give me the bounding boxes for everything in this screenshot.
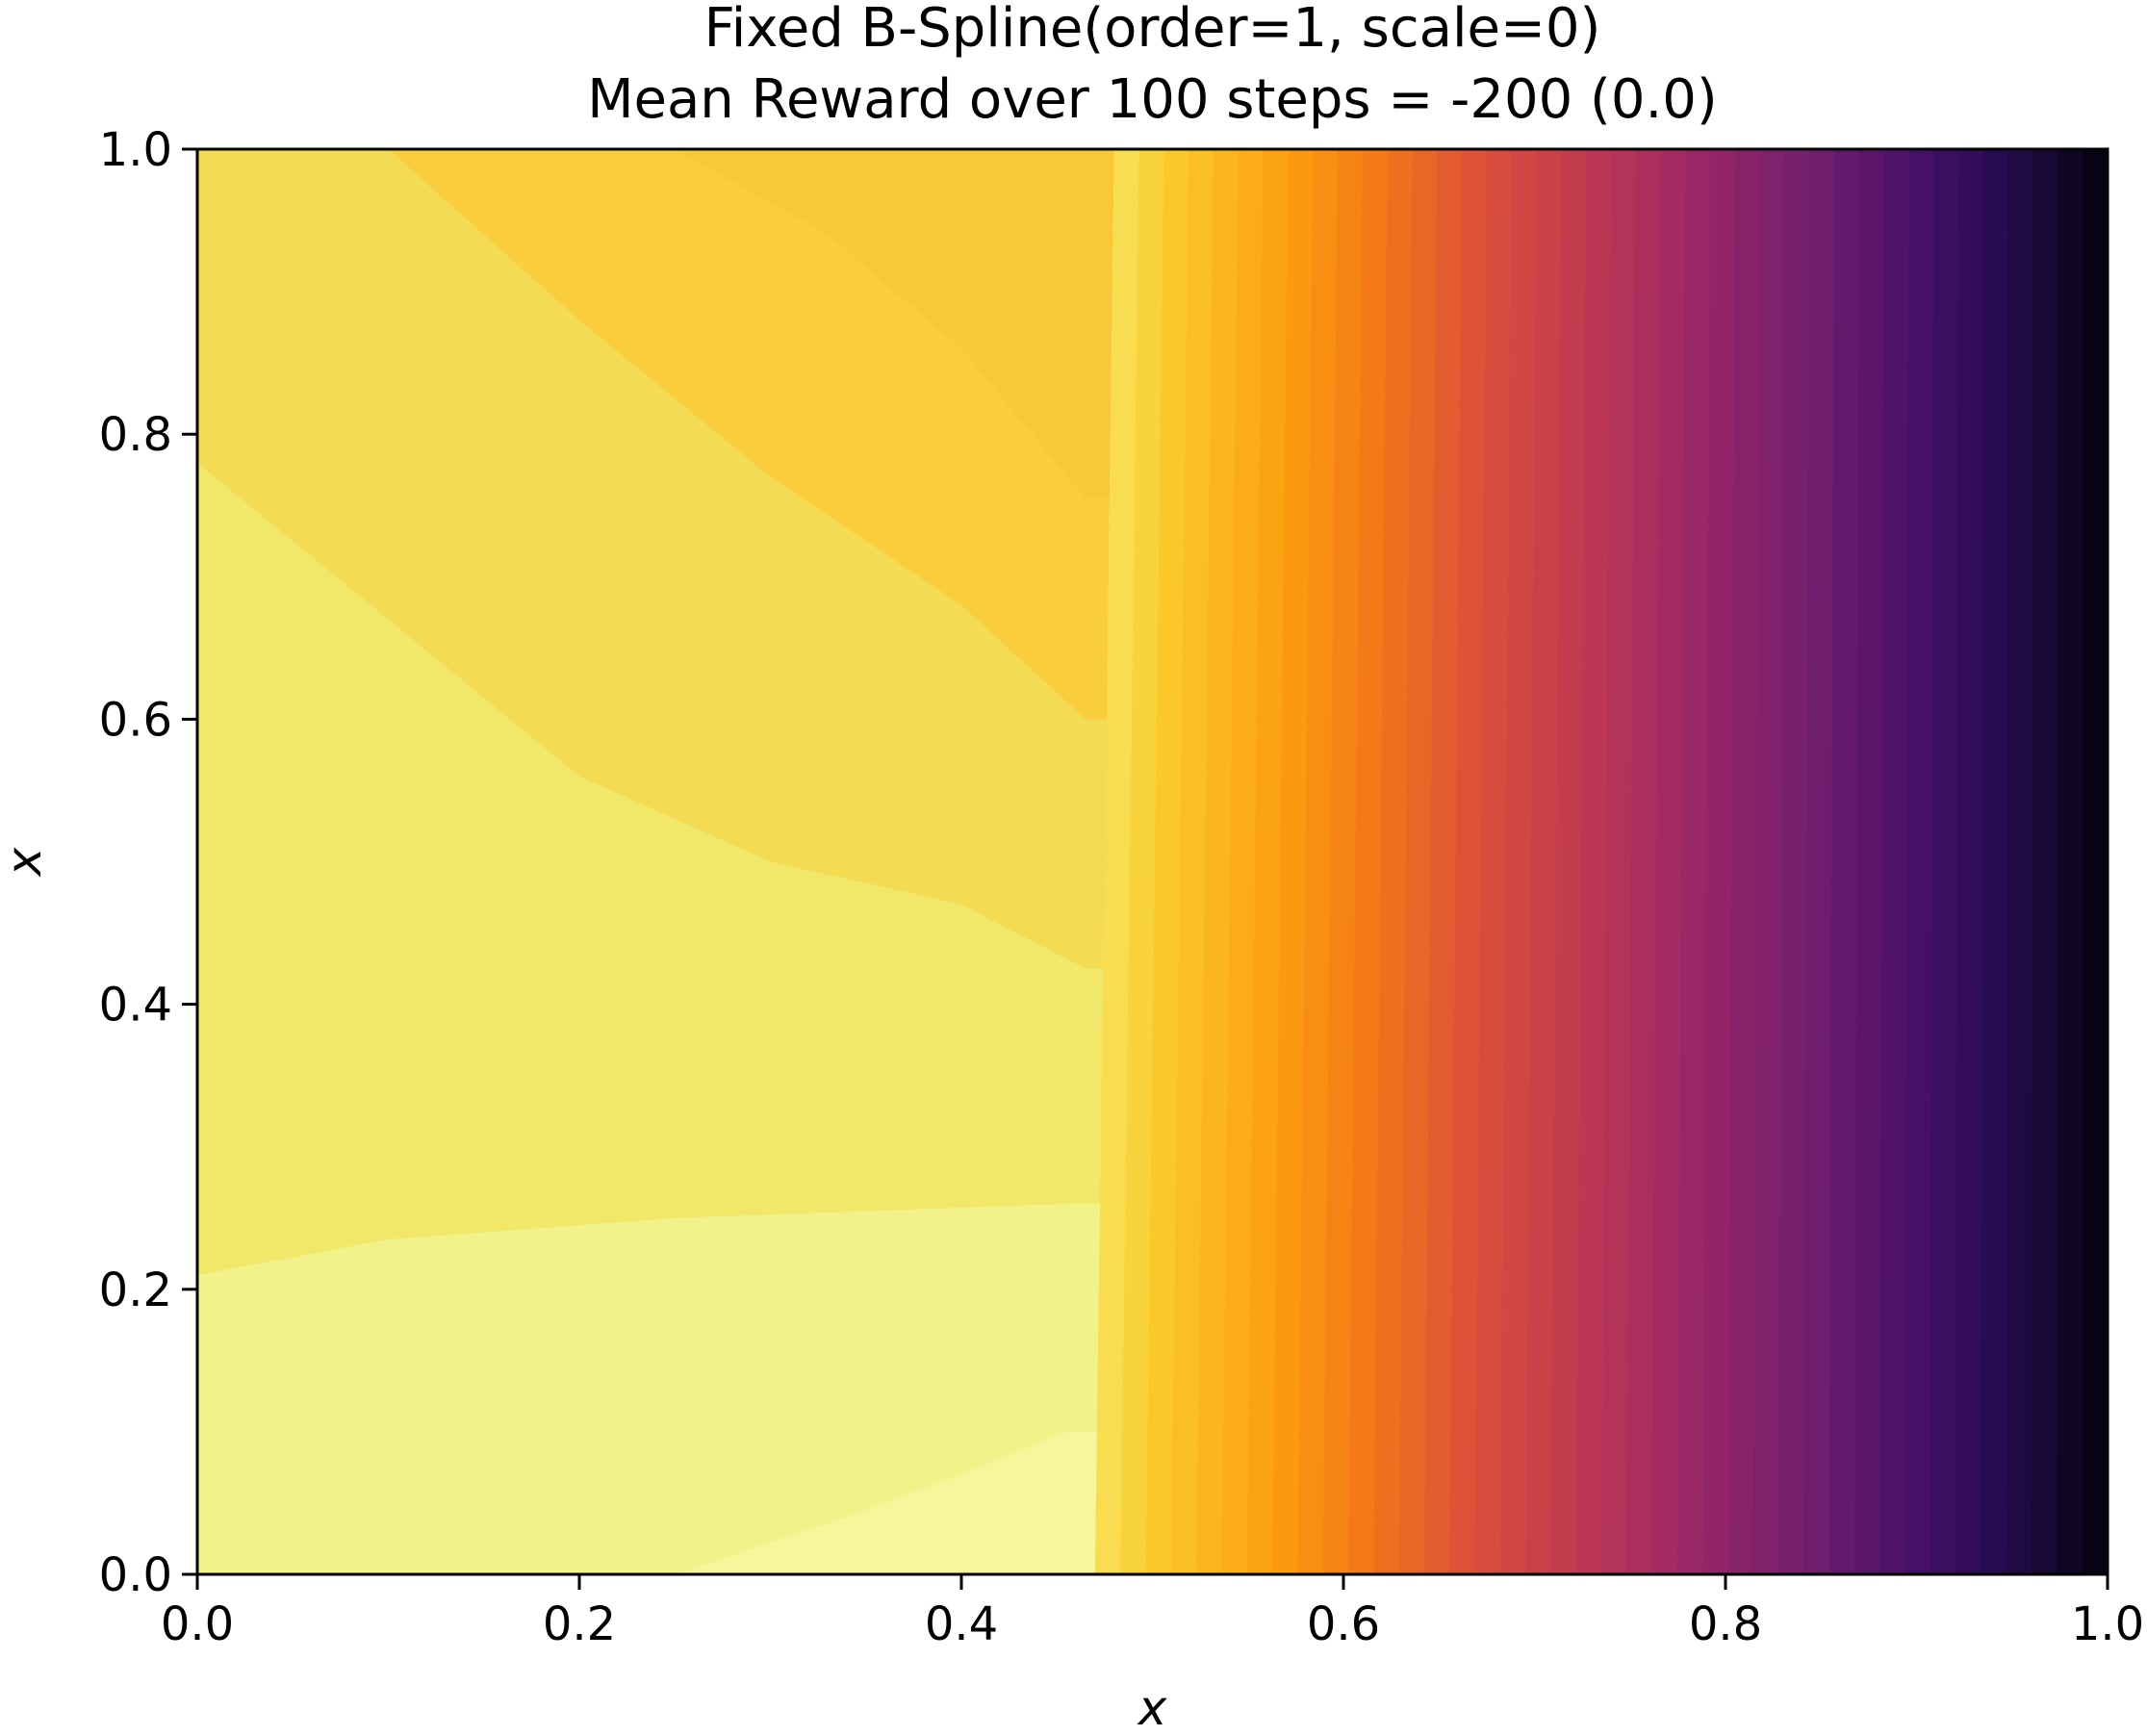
y-tick-label: 0.8	[99, 408, 172, 462]
gradient-band	[1778, 149, 1812, 1574]
gradient-band	[2006, 149, 2035, 1574]
gradient-band	[1955, 149, 1985, 1574]
x-tick-label: 0.4	[925, 1597, 998, 1651]
y-tick-label: 0.2	[99, 1264, 172, 1317]
gradient-band	[1651, 149, 1688, 1574]
gradient-band	[1803, 149, 1837, 1574]
y-axis: 0.0 0.2 0.4 0.6 0.8 1.0	[99, 123, 197, 1602]
y-tick-label: 1.0	[99, 123, 172, 177]
gradient-band	[1322, 149, 1365, 1574]
gradient-band	[1702, 149, 1737, 1574]
gradient-band	[1348, 149, 1390, 1574]
gradient-band	[1120, 149, 1166, 1574]
contour-band-lightest	[675, 1431, 1097, 1574]
y-axis-label: x	[0, 847, 52, 878]
chart-subtitle: Mean Reward over 100 steps = -200 (0.0)	[587, 68, 1718, 131]
plot-area	[197, 149, 2108, 1574]
gradient-band	[1854, 149, 1886, 1574]
x-axis: 0.0 0.2 0.4 0.6 0.8 1.0	[161, 1574, 2144, 1651]
gradient-band	[1828, 149, 1861, 1574]
gradient-band	[1752, 149, 1787, 1574]
gradient-band	[1904, 149, 1936, 1574]
gradient-band	[1094, 149, 1141, 1574]
gradient-band	[1601, 149, 1638, 1574]
x-tick-label: 0.2	[543, 1597, 616, 1651]
gradient-band	[1676, 149, 1713, 1574]
x-tick-label: 0.0	[161, 1597, 234, 1651]
x-tick-label: 0.6	[1307, 1597, 1380, 1651]
gradient-band	[1221, 149, 1265, 1574]
gradient-band	[1170, 149, 1215, 1574]
axes-frame	[195, 147, 2109, 1576]
gradient-band	[1246, 149, 1291, 1574]
gradient-band	[1575, 149, 1613, 1574]
gradient-band	[1272, 149, 1316, 1574]
gradient-band	[2032, 149, 2060, 1574]
gradient-band	[1626, 149, 1663, 1574]
x-axis-label: x	[1137, 1680, 1167, 1736]
x-tick-label: 1.0	[2071, 1597, 2144, 1651]
y-tick-label: 0.0	[99, 1548, 172, 1602]
chart-title: Fixed B-Spline(order=1, scale=0)	[704, 0, 1601, 60]
gradient-band	[1145, 149, 1191, 1574]
gradient-band	[1727, 149, 1762, 1574]
gradient-band	[1297, 149, 1340, 1574]
y-tick-label: 0.4	[99, 979, 172, 1033]
contour-band-1	[197, 1203, 1101, 1574]
gradient-band	[1930, 149, 1961, 1574]
gradient-band	[2057, 149, 2085, 1574]
x-tick-label: 0.8	[1689, 1597, 1762, 1651]
gradient-band	[1196, 149, 1240, 1574]
gradient-band	[2082, 149, 2108, 1574]
gradient-band	[1981, 149, 2010, 1574]
gradient-band	[1879, 149, 1911, 1574]
y-tick-label: 0.6	[99, 693, 172, 747]
